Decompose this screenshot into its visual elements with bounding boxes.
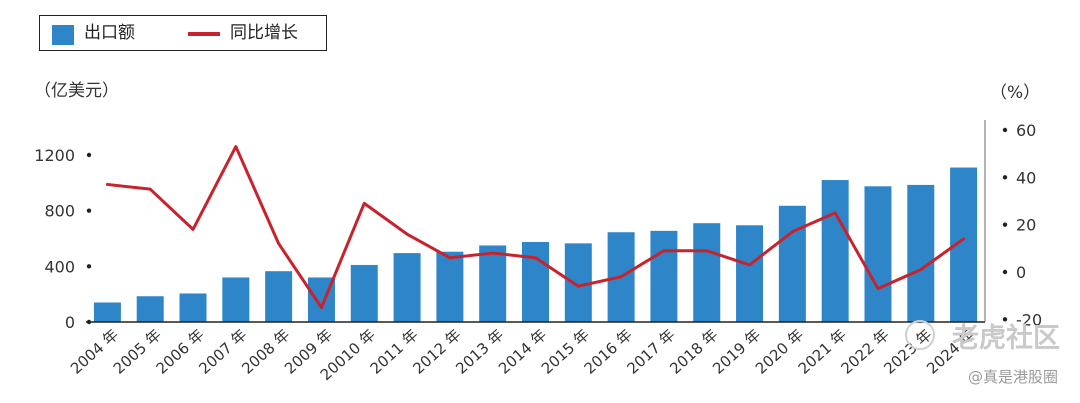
bar <box>650 230 678 322</box>
left-tick-label: 1200 <box>34 146 75 165</box>
legend-bar-swatch <box>52 25 74 45</box>
bar <box>736 225 764 322</box>
watermark-logo-text: 老虎社区 <box>952 323 1060 354</box>
right-tick-label: 60 <box>1016 121 1036 140</box>
right-tick-label: -20 <box>1016 310 1042 329</box>
bar <box>222 277 250 322</box>
legend-line-label: 同比增长 <box>230 23 298 43</box>
bar <box>864 186 892 322</box>
bar <box>693 223 721 322</box>
right-tick-dot <box>1002 269 1008 275</box>
bar <box>479 245 507 322</box>
legend-bar-label: 出口额 <box>84 23 135 43</box>
bar <box>179 293 207 322</box>
legend-line-swatch <box>188 32 220 36</box>
left-axis-unit: （亿美元） <box>34 81 119 101</box>
bar <box>821 180 849 322</box>
watermark-logo-icon <box>905 320 935 350</box>
right-tick-dot <box>1002 127 1008 133</box>
right-axis-unit: （%） <box>990 83 1041 103</box>
right-tick-label: 40 <box>1016 168 1036 187</box>
bar <box>350 264 378 322</box>
left-tick-dot <box>86 319 92 325</box>
right-tick-dot <box>1002 222 1008 227</box>
right-tick-dot <box>1002 175 1008 180</box>
bar <box>436 251 464 322</box>
left-tick-dot <box>86 264 92 269</box>
bar <box>136 296 164 322</box>
left-tick-dot <box>86 152 92 158</box>
bar <box>778 205 806 322</box>
left-tick-label: 0 <box>65 313 75 332</box>
bar <box>393 253 421 322</box>
bar <box>907 184 935 322</box>
bar <box>93 302 121 322</box>
watermark-handle: @真是港股圈 <box>967 368 1058 386</box>
right-tick-label: 20 <box>1016 216 1036 235</box>
bar <box>265 271 293 322</box>
bar <box>522 241 549 322</box>
right-tick-label: 0 <box>1016 263 1026 282</box>
left-tick-dot <box>86 208 92 213</box>
right-tick-dot <box>1002 317 1008 322</box>
left-tick-label: 800 <box>44 202 75 221</box>
legend: 出口额 同比增长 <box>39 15 327 51</box>
left-tick-label: 400 <box>44 257 75 276</box>
